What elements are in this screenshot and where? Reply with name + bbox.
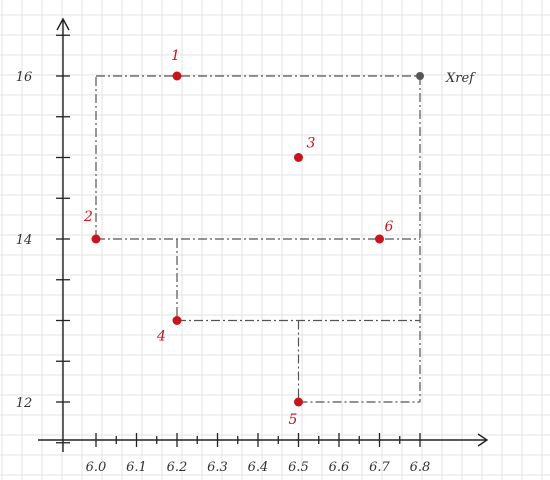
y-axis-ticks: 12 14 16: [16, 34, 70, 444]
data-point: [294, 397, 303, 407]
data-point-label: 6: [385, 219, 394, 235]
data-point: [172, 316, 182, 325]
x-axis-ticks: 6.0 6.1 6.2 6.3 6.4 6.5 6.6 6.7 6.8: [86, 433, 431, 475]
x-tick-label: 6.6: [329, 460, 350, 475]
data-point: [294, 153, 303, 162]
data-point-label: 2: [83, 209, 93, 225]
y-tick-label: 12: [16, 396, 33, 411]
data-point: [172, 71, 182, 81]
data-point: [375, 234, 384, 244]
x-tick-label: 6.1: [126, 460, 147, 475]
reference-point-label: Xref: [445, 71, 476, 86]
reference-point: [416, 72, 424, 80]
data-point-label: 5: [289, 412, 298, 428]
y-axis: [56, 17, 70, 452]
x-tick-label: 6.4: [248, 460, 269, 475]
x-tick-label: 6.0: [86, 460, 107, 475]
data-point-label: 3: [307, 136, 316, 152]
reference-point-group: Xref: [416, 71, 476, 86]
reference-region-lines: [95, 75, 421, 403]
data-points: 1 2 3 4 5 6: [83, 48, 394, 428]
x-axis: [38, 433, 489, 447]
x-tick-label: 6.3: [207, 460, 228, 475]
data-point-label: 4: [156, 329, 166, 345]
data-point-label: 1: [171, 48, 180, 64]
data-point: [91, 234, 101, 244]
x-tick-label: 6.8: [410, 460, 431, 475]
x-tick-label: 6.7: [369, 460, 390, 475]
x-tick-label: 6.5: [288, 460, 309, 475]
y-tick-label: 16: [16, 70, 33, 85]
y-tick-label: 14: [16, 233, 33, 248]
x-tick-label: 6.2: [167, 460, 188, 475]
